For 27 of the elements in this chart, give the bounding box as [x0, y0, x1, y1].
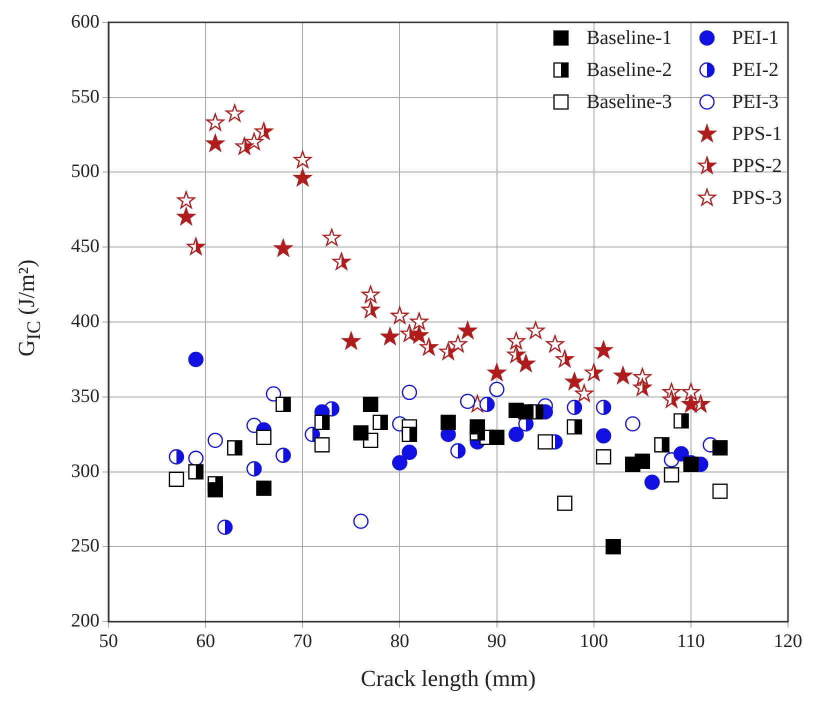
- legend-label: PEI-1: [732, 26, 779, 50]
- legend-label: Baseline-2: [586, 58, 672, 82]
- x-tick-label: 120: [774, 630, 802, 652]
- y-tick-label: 250: [71, 536, 100, 557]
- y-tick-label: 300: [71, 460, 100, 482]
- legend-label: Baseline-1: [586, 26, 672, 50]
- y-tick-label: 450: [71, 236, 100, 258]
- x-tick-label: 110: [677, 630, 705, 652]
- legend-label: PPS-3: [732, 186, 782, 210]
- legend-label: PEI-2: [732, 58, 779, 82]
- x-axis-title: Crack length (mm): [360, 666, 536, 692]
- legend-label: PPS-1: [732, 122, 782, 146]
- x-tick-label: 100: [580, 630, 608, 652]
- y-tick-label: 200: [71, 610, 100, 632]
- y-tick-label: 400: [71, 310, 100, 332]
- x-tick-label: 60: [196, 630, 216, 652]
- legend-label: PPS-2: [732, 154, 782, 178]
- x-tick-label: 90: [487, 630, 506, 652]
- x-tick-label: 80: [390, 630, 410, 652]
- y-tick-label: 500: [71, 161, 100, 182]
- y-tick-label: 550: [71, 86, 100, 108]
- y-tick-label: 600: [71, 11, 100, 32]
- legend-label: Baseline-3: [586, 90, 672, 114]
- y-tick-label: 350: [71, 386, 100, 407]
- x-tick-label: 50: [99, 630, 118, 652]
- x-tick-label: 70: [293, 630, 312, 652]
- legend-label: PEI-3: [732, 90, 779, 114]
